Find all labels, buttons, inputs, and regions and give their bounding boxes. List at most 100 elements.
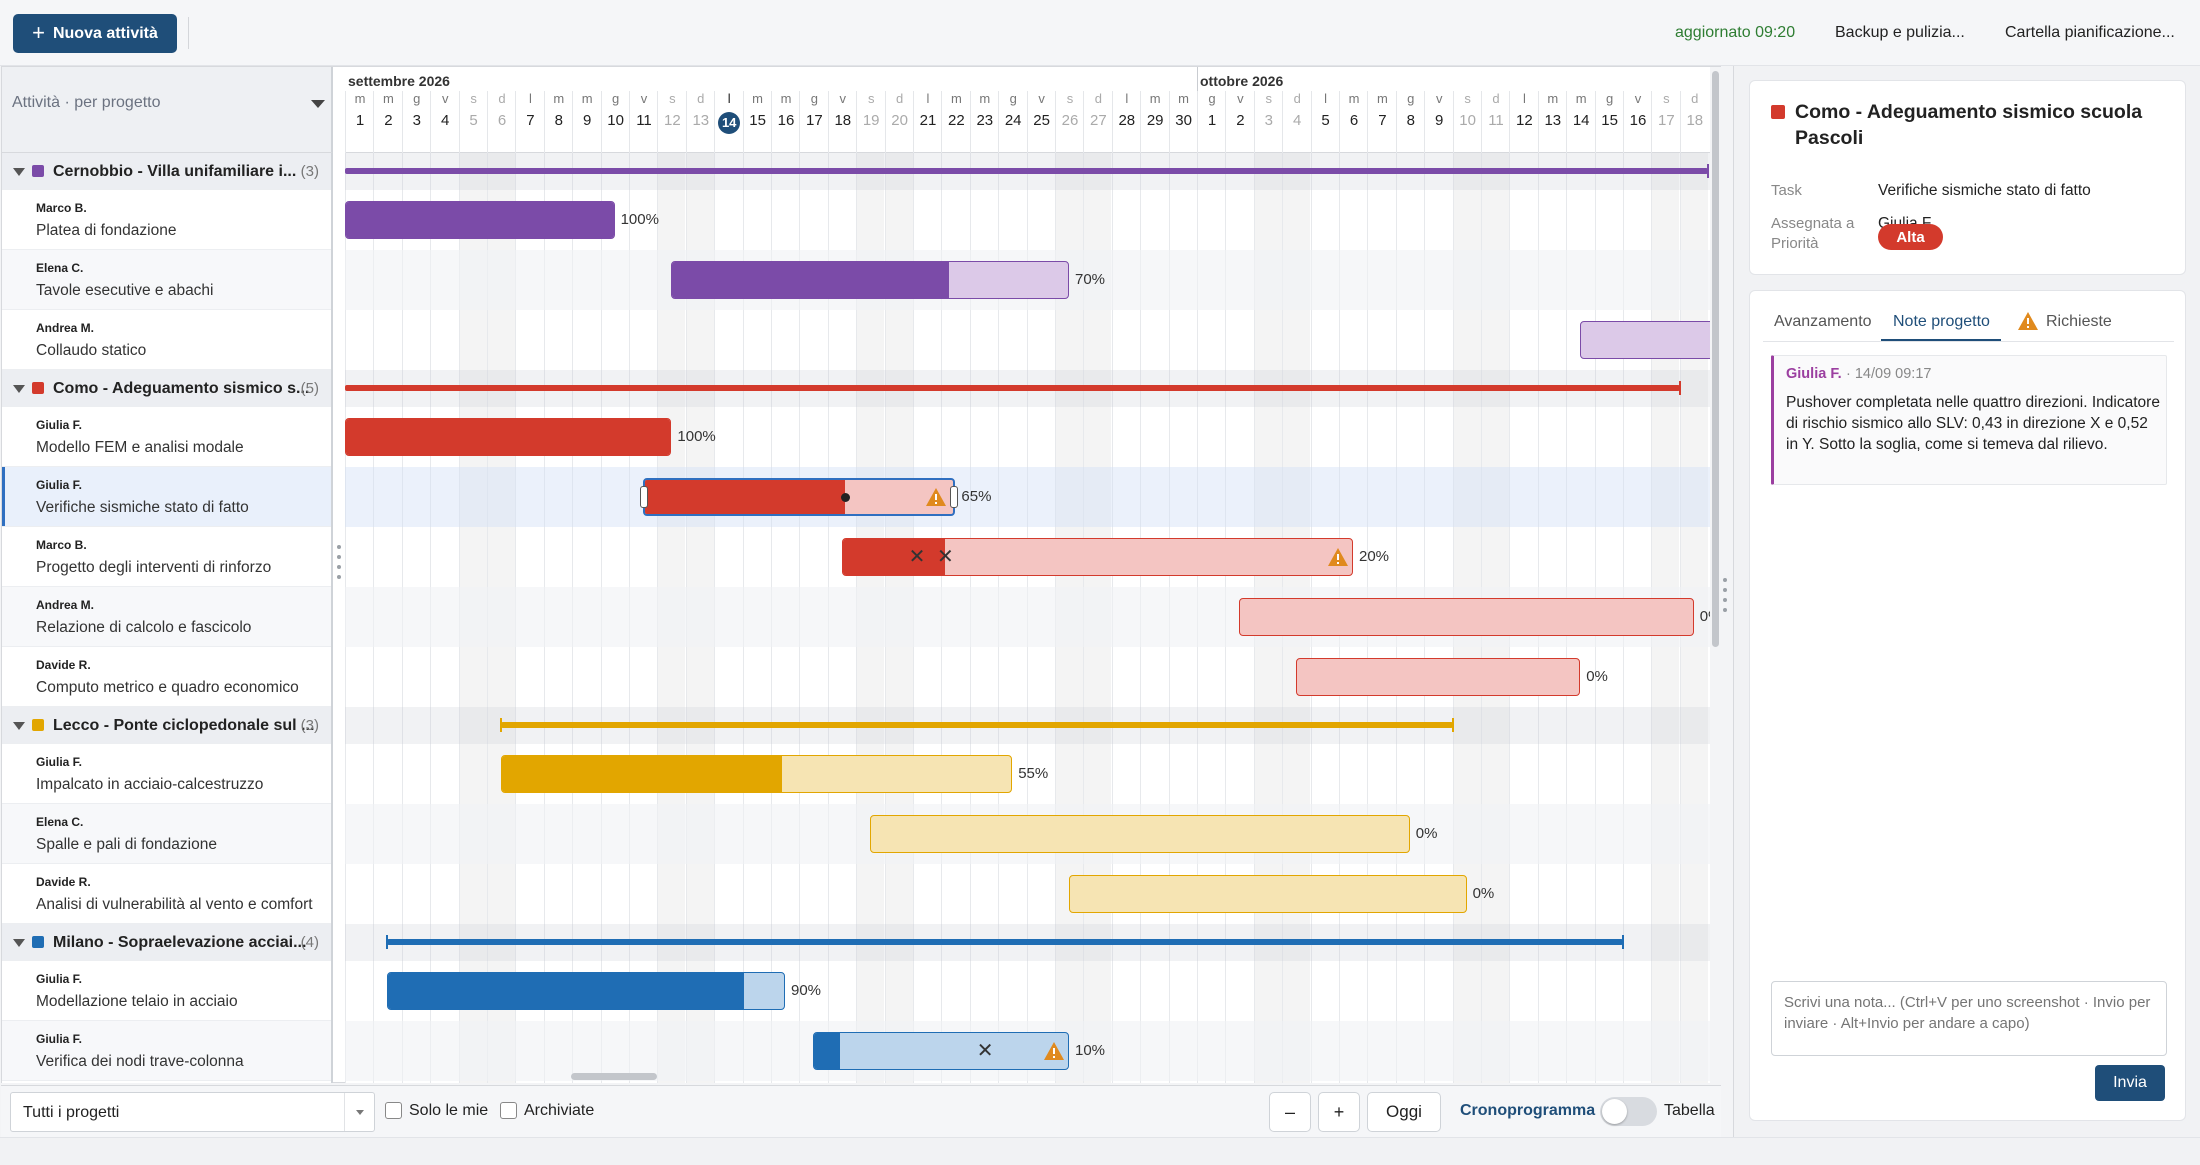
bottom-toolbar: Tutti i progetti Solo le mie Archiviate … — [1, 1085, 1721, 1137]
gantt-view-label[interactable]: Cronoprogramma — [1460, 1102, 1596, 1119]
task-bar[interactable] — [1580, 321, 1710, 359]
grouping-selector[interactable]: Attività · per progetto — [12, 94, 161, 111]
resize-end-handle[interactable] — [950, 486, 959, 508]
task-bar[interactable] — [345, 418, 672, 456]
zoom-out-button[interactable]: – — [1269, 1092, 1311, 1132]
table-view-label[interactable]: Tabella — [1664, 1102, 1715, 1119]
note-input[interactable] — [1771, 981, 2167, 1056]
day-column-header: g 10 — [600, 91, 629, 153]
day-letter: s — [1464, 91, 1471, 106]
project-group-row[interactable]: Milano - Sopraelevazione acciai... (4) — [2, 924, 331, 961]
task-row[interactable]: Marco B. Platea di fondazione — [2, 190, 331, 250]
tab-requests[interactable]: Richieste — [2046, 313, 2112, 330]
chevron-down-icon[interactable] — [344, 1093, 374, 1131]
day-column-header: s 26 — [1055, 91, 1083, 153]
planning-folder-button[interactable]: Cartella pianificazione... — [2005, 24, 2175, 41]
project-group-row[interactable]: Como - Adeguamento sismico s... (5) — [2, 370, 331, 407]
day-number: 8 — [1406, 112, 1415, 129]
project-summary-bar — [501, 722, 1453, 728]
day-number: 9 — [1435, 112, 1444, 129]
task-row[interactable]: Marco B. Progetto degli interventi di rin… — [2, 527, 331, 587]
task-bar[interactable] — [813, 1032, 1069, 1070]
task-name: Relazione di calcolo e fascicolo — [36, 619, 252, 636]
backup-button[interactable]: Backup e pulizia... — [1835, 24, 1965, 41]
day-letter: g — [1605, 91, 1614, 106]
project-filter-select[interactable]: Tutti i progetti — [10, 1092, 375, 1132]
task-row[interactable]: Elena C. Tavole esecutive e abachi — [2, 250, 331, 310]
timeline-task-row — [345, 864, 1710, 924]
tabs-divider — [1763, 341, 2174, 342]
day-number: 18 — [1686, 112, 1704, 129]
task-progress-fill — [346, 202, 614, 238]
task-row[interactable]: Giulia F. Impalcato in acciaio-calcestruz… — [2, 744, 331, 804]
collapse-triangle-icon[interactable] — [13, 722, 25, 730]
only-mine-checkbox[interactable] — [385, 1102, 402, 1119]
task-bar[interactable] — [345, 201, 615, 239]
chevron-down-icon[interactable] — [311, 100, 325, 108]
horizontal-scrollbar-thumb[interactable] — [571, 1073, 657, 1080]
task-row[interactable]: Elena C. Spalle e pali di fondazione — [2, 804, 331, 864]
tab-progress[interactable]: Avanzamento — [1774, 313, 1872, 330]
task-bar[interactable] — [870, 815, 1410, 853]
task-row[interactable]: Davide R. Analisi di vulnerabilità al ven… — [2, 864, 331, 924]
task-bar[interactable] — [1239, 598, 1694, 636]
right-panel-resize-handle[interactable] — [1723, 578, 1727, 622]
scrollbar-thumb[interactable] — [1712, 71, 1719, 647]
tab-project-notes[interactable]: Note progetto — [1893, 313, 1990, 330]
day-number: 16 — [777, 112, 795, 129]
day-number: 3 — [412, 112, 421, 129]
day-letter: d — [697, 91, 705, 106]
day-letter: m — [752, 91, 764, 106]
day-number: 9 — [583, 112, 592, 129]
warning-icon — [2018, 312, 2038, 330]
new-task-button[interactable]: + Nuova attività — [13, 14, 177, 53]
task-bar[interactable] — [387, 972, 785, 1010]
vertical-scrollbar[interactable] — [1710, 67, 1722, 1083]
view-toggle-switch[interactable] — [1600, 1097, 1657, 1126]
task-row[interactable]: Giulia F. Verifica dei nodi trave-colonna — [2, 1021, 331, 1081]
day-number: 15 — [1601, 112, 1618, 129]
collapse-triangle-icon[interactable] — [13, 385, 25, 393]
task-bar[interactable] — [643, 478, 956, 516]
day-letter: g — [1407, 91, 1415, 106]
project-group-row[interactable]: Cernobbio - Villa unifamiliare i... (3) — [2, 153, 331, 190]
task-row[interactable]: Giulia F. Verifiche sismiche stato di fat… — [2, 467, 331, 527]
task-assignee: Giulia F. — [36, 1032, 83, 1046]
task-bar[interactable] — [841, 538, 1353, 576]
project-group-name: Milano - Sopraelevazione acciai... — [53, 934, 307, 951]
task-row[interactable]: Davide R. Computo metrico e quadro econom… — [2, 647, 331, 707]
today-button[interactable]: Oggi — [1367, 1092, 1441, 1132]
project-color-swatch — [32, 382, 44, 394]
send-note-button[interactable]: Invia — [2095, 1065, 2165, 1101]
task-row[interactable]: Giulia F. Modello FEM e analisi modale — [2, 407, 331, 467]
day-column-header: g 24 — [998, 91, 1026, 153]
day-number: 6 — [497, 112, 507, 129]
task-row[interactable]: Andrea M. Collaudo statico — [2, 310, 331, 370]
task-bar[interactable] — [1296, 658, 1581, 696]
collapse-triangle-icon[interactable] — [13, 939, 25, 947]
archived-checkbox[interactable] — [500, 1102, 517, 1119]
task-progress-label: 0% — [1472, 885, 1495, 902]
zoom-in-button[interactable]: + — [1318, 1092, 1360, 1132]
day-number: 3 — [1264, 112, 1273, 129]
task-row[interactable]: Giulia F. Modellazione telaio in acciaio — [2, 961, 331, 1021]
panel-resize-handle[interactable] — [337, 545, 341, 589]
project-group-row[interactable]: Lecco - Ponte ciclopedonale sul ... (3) — [2, 707, 331, 744]
assignee-field-label: Assegnata a — [1771, 215, 1855, 232]
task-bar[interactable] — [1069, 875, 1467, 913]
task-row[interactable]: Andrea M. Relazione di calcolo e fascicol… — [2, 587, 331, 647]
day-column-header: l 12 — [1509, 91, 1537, 153]
task-progress-fill — [814, 1033, 840, 1069]
collapse-triangle-icon[interactable] — [13, 168, 25, 176]
resize-start-handle[interactable] — [640, 486, 648, 508]
day-number: 25 — [1033, 112, 1050, 129]
task-bar[interactable] — [671, 261, 1069, 299]
day-number: 12 — [664, 112, 681, 129]
task-bar[interactable] — [501, 755, 1013, 793]
task-progress-label: 100% — [620, 211, 659, 228]
project-filter-value: Tutti i progetti — [23, 1104, 120, 1121]
day-number: 22 — [948, 112, 965, 129]
project-group-name: Como - Adeguamento sismico s... — [53, 380, 310, 397]
